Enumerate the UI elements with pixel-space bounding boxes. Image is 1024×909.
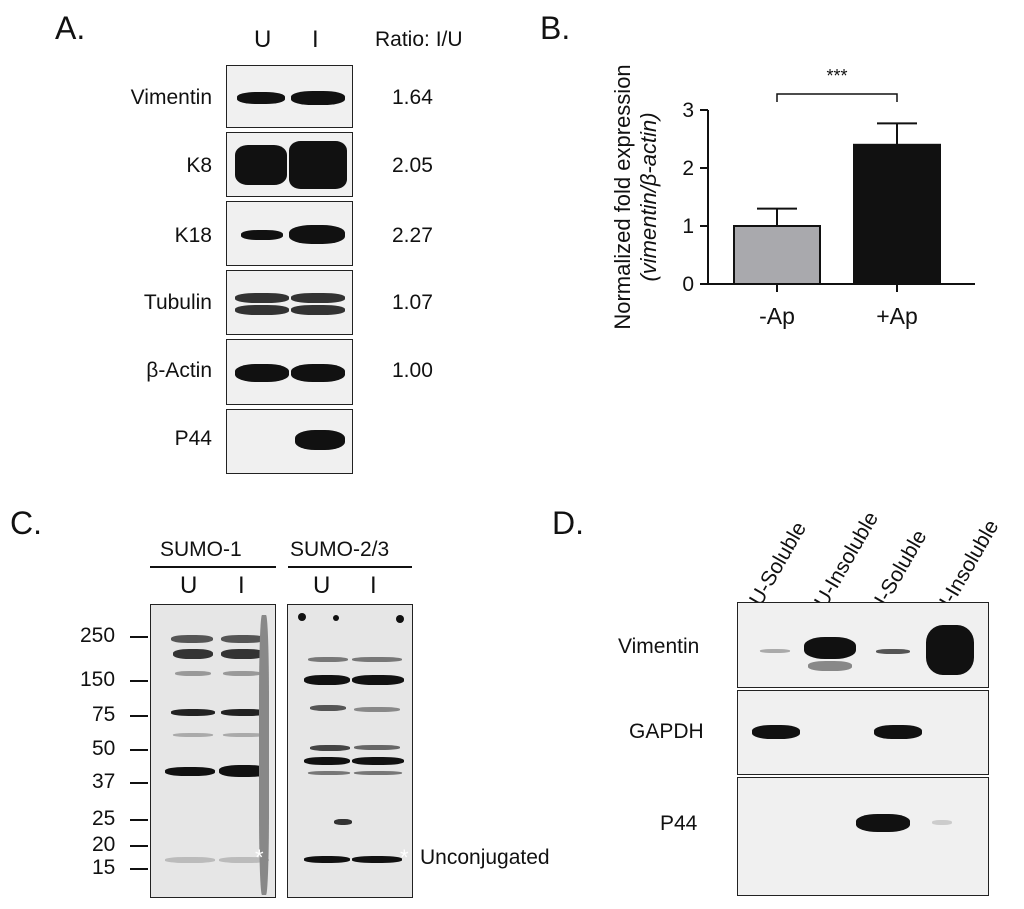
- mw-tick: [130, 845, 148, 847]
- panel-c-letter: C.: [10, 505, 42, 541]
- lane-label-u: U: [254, 26, 272, 53]
- mw-25: 25: [92, 807, 116, 830]
- y-tick-label: 1: [682, 215, 694, 238]
- row-label-k8: K8: [186, 154, 212, 177]
- column-label-i-soluble: I-Soluble: [870, 526, 932, 610]
- row-label-beta-actin: β-Actin: [146, 359, 212, 382]
- panel-b-letter: B.: [540, 10, 571, 46]
- mw-15: 15: [92, 856, 116, 879]
- unconjugated-label: Unconjugated: [420, 846, 550, 869]
- blot-k8: [226, 132, 353, 197]
- mw-tick: [130, 715, 148, 717]
- mw-tick: [130, 782, 148, 784]
- group-label-sumo1: SUMO-1: [160, 538, 242, 561]
- row-label-d-vimentin: Vimentin: [618, 635, 700, 658]
- blot-vimentin: [226, 65, 353, 128]
- bar--Ap: [733, 225, 821, 285]
- mw-250: 250: [80, 624, 116, 647]
- ratio-tubulin: 1.07: [392, 291, 433, 314]
- asterisk-sumo23: *: [400, 845, 409, 870]
- y-tick-label: 2: [682, 157, 694, 180]
- row-label-k18: K18: [174, 224, 212, 247]
- x-tick-label: +Ap: [876, 303, 918, 329]
- lane-label-c-i1: I: [238, 572, 245, 599]
- lane-label-i: I: [312, 26, 319, 53]
- row-label-p44: P44: [174, 427, 212, 450]
- ratio-vimentin: 1.64: [392, 86, 433, 109]
- y-tick-label: 3: [682, 99, 694, 122]
- blot-k18: [226, 201, 353, 266]
- ratio-k8: 2.05: [392, 154, 433, 177]
- group-line-sumo23: [288, 566, 412, 568]
- mw-tick: [130, 636, 148, 638]
- column-label-u-soluble: U-Soluble: [745, 518, 812, 610]
- mw-tick: [130, 680, 148, 682]
- blot-beta-actin: [226, 339, 353, 405]
- lane-label-c-u1: U: [180, 572, 198, 599]
- row-label-d-p44: P44: [660, 812, 698, 835]
- panel-a-letter: A.: [55, 10, 86, 46]
- row-label-d-gapdh: GAPDH: [629, 720, 704, 743]
- ratio-beta-actin: 1.00: [392, 359, 433, 382]
- lane-label-c-u2: U: [313, 572, 331, 599]
- row-label-vimentin: Vimentin: [130, 86, 212, 109]
- column-label-i-insoluble: I-Insoluble: [935, 516, 1004, 612]
- bar-chart: 0 1 2 3 -Ap +Ap *** Normalized fold expression(…: [610, 64, 975, 330]
- mw-tick: [130, 868, 148, 870]
- x-tick-label: -Ap: [759, 303, 795, 329]
- blot-d-gapdh: [737, 690, 989, 775]
- mw-75: 75: [92, 703, 116, 726]
- blot-d-vimentin: [737, 602, 989, 688]
- significance-label: ***: [826, 66, 847, 86]
- blot-d-p44: [737, 777, 989, 896]
- y-tick-label: 0: [682, 273, 694, 296]
- mw-37: 37: [92, 770, 116, 793]
- mw-tick: [130, 819, 148, 821]
- mw-tick: [130, 749, 148, 751]
- significance-bracket: [776, 93, 898, 102]
- ratio-header: Ratio: I/U: [375, 28, 463, 51]
- lane-label-c-i2: I: [370, 572, 377, 599]
- panel-d-letter: D.: [552, 505, 584, 541]
- group-label-sumo23: SUMO-2/3: [290, 538, 390, 561]
- mw-150: 150: [80, 668, 116, 691]
- row-label-tubulin: Tubulin: [143, 291, 212, 314]
- y-axis-label-line1: Normalized fold expression: [610, 64, 635, 329]
- blot-sumo23: *: [287, 604, 413, 898]
- group-line-sumo1: [150, 566, 276, 568]
- blot-p44: [226, 409, 353, 474]
- asterisk-sumo1: *: [255, 845, 264, 870]
- blot-tubulin: [226, 270, 353, 335]
- ratio-k18: 2.27: [392, 224, 433, 247]
- y-axis-label-line2: (vimentin/β-actin): [636, 112, 661, 281]
- mw-50: 50: [92, 737, 116, 760]
- blot-sumo1: *: [150, 604, 276, 898]
- mw-20: 20: [92, 833, 116, 856]
- bar-+Ap: [853, 143, 941, 285]
